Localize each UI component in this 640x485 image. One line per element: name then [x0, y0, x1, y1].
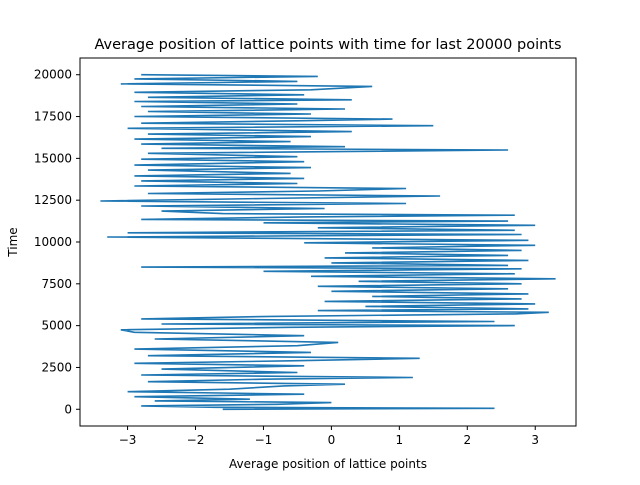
y-tick-label: 0 [64, 402, 72, 416]
y-tick-label: 20000 [34, 68, 72, 82]
x-tick-label: −3 [119, 433, 137, 447]
series-layer [100, 73, 556, 411]
y-axis-label: Time [6, 227, 20, 257]
x-tick-label: −1 [255, 433, 273, 447]
x-tick-label: 2 [463, 433, 471, 447]
y-tick-label: 5000 [41, 319, 72, 333]
series-line-0 [100, 73, 556, 411]
plot-area-frame [79, 57, 577, 427]
y-tick-label: 17500 [34, 110, 72, 124]
x-axis-label: Average position of lattice points [229, 457, 427, 471]
y-axis-ticks: 0 2500 5000 7500 10000 12500 15000 17500 20000 [34, 68, 80, 416]
chart-title: Average position of lattice points with … [94, 37, 561, 53]
y-tick-label: 15000 [34, 151, 72, 165]
x-tick-label: 0 [328, 433, 336, 447]
y-tick-label: 2500 [41, 360, 72, 374]
x-tick-label: −2 [187, 433, 205, 447]
x-axis-ticks: −3 −2 −1 0 1 2 3 [119, 426, 539, 447]
y-tick-label: 10000 [34, 235, 72, 249]
y-tick-label: 12500 [34, 193, 72, 207]
x-tick-label: 1 [396, 433, 404, 447]
x-tick-label: 3 [531, 433, 539, 447]
y-tick-label: 7500 [41, 277, 72, 291]
